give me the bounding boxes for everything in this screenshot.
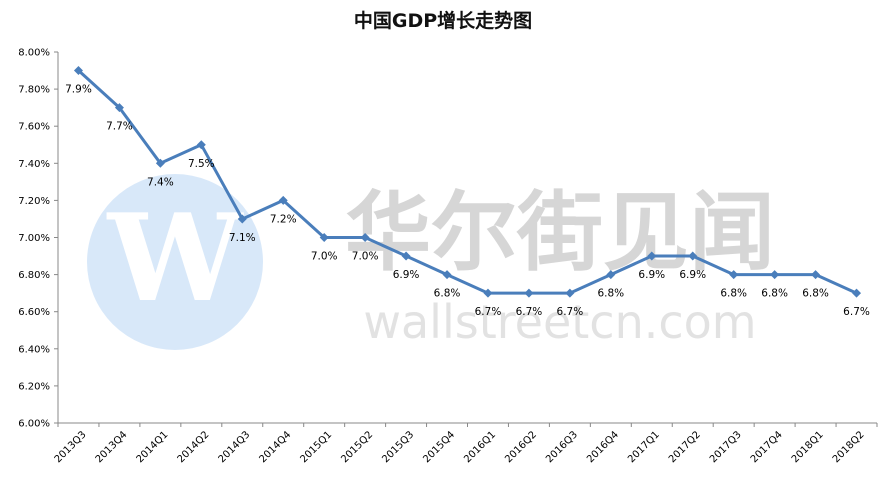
data-point-marker: [606, 270, 616, 280]
data-point-marker: [729, 270, 739, 280]
x-tick-label: 2016Q3: [544, 429, 580, 465]
x-tick-label: 2013Q4: [94, 429, 130, 465]
data-label: 6.8%: [802, 288, 829, 300]
data-label: 6.8%: [597, 288, 624, 300]
x-tick-label: 2014Q2: [176, 429, 212, 465]
data-point-marker: [852, 288, 862, 298]
y-tick-label: 7.60%: [18, 122, 50, 133]
watermark: W 华尔街见闻 wallstreetcn.com: [87, 174, 775, 350]
x-tick-label: 2015Q1: [298, 429, 334, 465]
data-point-marker: [524, 288, 534, 298]
y-tick-label: 7.00%: [18, 233, 50, 244]
data-point-marker: [688, 251, 698, 261]
data-label: 6.9%: [393, 269, 420, 281]
data-label: 6.7%: [475, 306, 502, 318]
watermark-url-text: wallstreetcn.com: [363, 295, 756, 349]
data-point-marker: [565, 288, 575, 298]
data-point-marker: [319, 233, 329, 242]
watermark-cn-text: 华尔街见闻: [345, 182, 775, 283]
y-tick-label: 6.80%: [18, 270, 50, 281]
watermark-logo-letter: W: [106, 188, 245, 329]
data-point-marker: [647, 251, 657, 261]
y-tick-label: 7.40%: [18, 159, 50, 170]
y-ticks: 6.00% 6.20% 6.40% 6.60% 6.80% 7.00% 7.20% 7.40%…: [18, 48, 58, 430]
data-label: 7.5%: [188, 158, 215, 170]
x-tick-label: 2014Q1: [135, 429, 171, 465]
data-point-marker: [483, 288, 493, 298]
data-label: 6.8%: [761, 288, 788, 300]
x-tick-label: 2018Q1: [790, 429, 826, 465]
x-tick-label: 2014Q3: [217, 429, 253, 465]
x-tick-label: 2017Q3: [708, 429, 744, 465]
data-label: 7.9%: [65, 84, 92, 96]
data-label: 6.7%: [516, 306, 543, 318]
y-tick-label: 8.00%: [18, 48, 50, 59]
data-label: 6.8%: [434, 288, 461, 300]
data-point-marker: [770, 270, 780, 280]
x-tick-label: 2015Q4: [421, 429, 457, 465]
data-label: 6.9%: [638, 269, 665, 281]
data-label: 7.0%: [311, 251, 338, 263]
data-label: 7.1%: [229, 232, 256, 244]
chart-title: 中国GDP增长走势图: [354, 9, 532, 32]
data-point-marker: [401, 251, 411, 261]
x-tick-label: 2014Q4: [258, 429, 294, 465]
data-point-marker: [73, 66, 83, 76]
data-point-marker: [811, 270, 821, 280]
y-tick-label: 6.00%: [18, 419, 50, 430]
data-point-marker: [155, 158, 165, 168]
series-line: [77, 69, 858, 295]
data-point-marker: [360, 233, 370, 242]
data-label: 6.7%: [557, 306, 584, 318]
data-label: 7.2%: [270, 213, 297, 225]
data-label: 6.9%: [679, 269, 706, 281]
x-tick-label: 2017Q2: [667, 429, 703, 465]
x-ticks: 2013Q3 2013Q4 2014Q1 2014Q2 2014Q3 2014Q4 2015…: [53, 423, 878, 465]
y-tick-label: 6.40%: [18, 344, 50, 355]
y-tick-label: 6.60%: [18, 307, 50, 318]
x-tick-label: 2018Q2: [831, 429, 867, 465]
data-label: 7.0%: [352, 251, 379, 263]
x-tick-label: 2016Q2: [503, 429, 539, 465]
x-tick-label: 2013Q3: [53, 429, 89, 465]
x-tick-label: 2017Q4: [749, 429, 785, 465]
y-tick-label: 7.80%: [18, 85, 50, 96]
x-tick-label: 2015Q3: [380, 429, 416, 465]
data-label: 7.7%: [106, 121, 133, 133]
watermark-logo-circle: [87, 174, 263, 350]
x-tick-label: 2016Q1: [462, 429, 498, 465]
data-label: 6.7%: [843, 306, 870, 318]
x-tick-label: 2016Q4: [585, 429, 621, 465]
series-markers: [73, 66, 862, 298]
data-point-marker: [442, 270, 452, 280]
data-point-marker: [237, 214, 247, 224]
data-label: 6.8%: [720, 288, 747, 300]
data-label: 7.4%: [147, 176, 174, 188]
data-point-marker: [278, 195, 288, 205]
data-labels: 7.9% 7.7% 7.4% 7.5% 7.1% 7.2% 7.0% 7.0% 6.9% 6.8%…: [65, 84, 870, 319]
y-tick-label: 6.20%: [18, 381, 50, 392]
data-point-marker: [196, 140, 206, 150]
x-tick-label: 2015Q2: [339, 429, 375, 465]
data-point-marker: [114, 103, 124, 113]
y-tick-label: 7.20%: [18, 196, 50, 207]
x-tick-label: 2017Q1: [626, 429, 662, 465]
